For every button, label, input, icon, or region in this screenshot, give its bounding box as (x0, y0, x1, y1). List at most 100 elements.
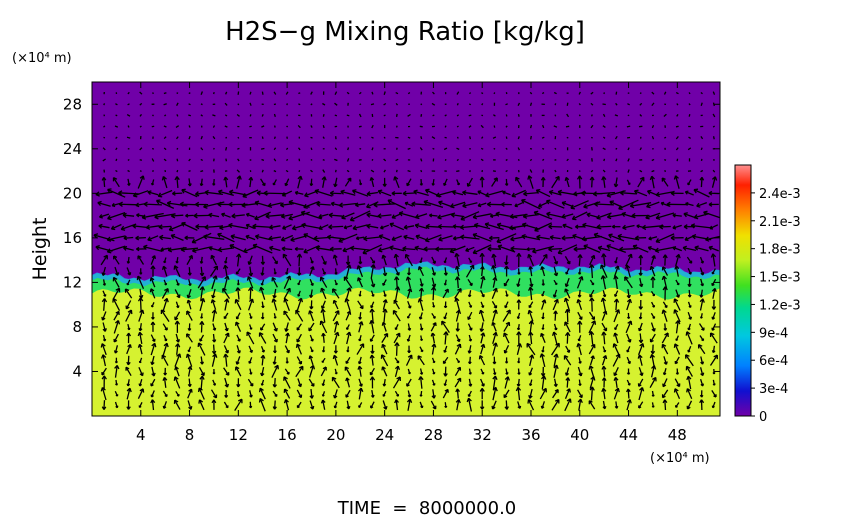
velocity-arrow (638, 367, 644, 377)
colorbar-tick-label: 9e-4 (759, 326, 788, 341)
velocity-arrow (700, 147, 703, 151)
velocity-arrow (162, 297, 169, 312)
velocity-arrow (613, 332, 619, 344)
velocity-arrow (700, 102, 703, 106)
velocity-arrow (551, 398, 560, 411)
velocity-arrow (224, 102, 228, 106)
velocity-arrow (118, 201, 139, 207)
velocity-arrow (310, 159, 313, 161)
velocity-arrow (454, 377, 462, 388)
velocity-arrow (573, 246, 586, 252)
velocity-arrow (329, 246, 342, 252)
velocity-arrow (272, 288, 277, 299)
velocity-arrow (333, 345, 338, 354)
velocity-arrow (389, 222, 405, 231)
velocity-arrow (260, 312, 265, 320)
velocity-arrow (321, 391, 326, 397)
velocity-arrow (700, 169, 704, 173)
velocity-arrow (163, 125, 167, 128)
velocity-arrow (382, 177, 387, 187)
velocity-arrow (561, 200, 574, 208)
velocity-arrow (209, 265, 219, 277)
velocity-arrow (296, 253, 303, 267)
velocity-arrow (371, 147, 374, 151)
velocity-arrow (260, 366, 265, 377)
velocity-arrow (273, 158, 277, 162)
velocity-arrow (321, 346, 326, 353)
velocity-arrow (147, 235, 159, 242)
velocity-arrow (403, 234, 415, 240)
velocity-arrow (444, 125, 447, 128)
velocity-arrow (155, 199, 175, 209)
velocity-arrow (394, 399, 400, 411)
velocity-arrow (675, 335, 679, 342)
velocity-arrow (639, 277, 644, 288)
velocity-arrow (649, 175, 655, 189)
velocity-arrow (223, 312, 229, 320)
velocity-arrow (332, 288, 340, 299)
velocity-arrow (517, 113, 520, 117)
velocity-arrow (394, 357, 400, 364)
velocity-arrow (687, 289, 692, 298)
velocity-arrow (564, 388, 571, 399)
velocity-arrow (150, 179, 155, 186)
velocity-arrow (212, 147, 215, 150)
velocity-arrow (248, 357, 253, 364)
velocity-arrow (686, 375, 692, 390)
velocity-arrow (284, 178, 290, 187)
velocity-arrow (418, 287, 425, 300)
velocity-arrow (137, 331, 143, 345)
velocity-arrow (699, 390, 704, 398)
velocity-arrow (638, 401, 644, 409)
velocity-arrow (345, 324, 350, 330)
velocity-arrow (382, 279, 387, 286)
velocity-arrow (297, 279, 301, 286)
velocity-arrow (467, 345, 472, 354)
velocity-arrow (492, 276, 498, 288)
velocity-arrow (407, 323, 412, 331)
velocity-arrow (709, 224, 719, 230)
velocity-arrow (553, 279, 558, 286)
velocity-arrow (566, 136, 569, 139)
velocity-arrow (676, 103, 679, 106)
velocity-arrow (186, 299, 192, 310)
velocity-arrow (649, 333, 656, 343)
velocity-arrow (310, 147, 313, 151)
velocity-arrow (343, 224, 353, 230)
velocity-arrow (383, 169, 386, 173)
velocity-arrow (175, 257, 179, 264)
velocity-arrow (249, 102, 252, 106)
velocity-arrow (419, 401, 424, 409)
velocity-arrow (419, 278, 424, 287)
velocity-arrow (181, 188, 198, 198)
velocity-arrow (675, 320, 681, 334)
velocity-arrow (310, 91, 313, 95)
velocity-arrow (283, 399, 290, 411)
velocity-arrow (493, 125, 496, 128)
velocity-arrow (371, 124, 374, 129)
velocity-arrow (187, 400, 193, 410)
velocity-arrow (357, 277, 363, 288)
velocity-arrow (309, 279, 314, 287)
velocity-arrow (444, 136, 447, 139)
velocity-arrow (271, 364, 279, 378)
velocity-arrow (237, 136, 240, 139)
velocity-arrow (563, 355, 572, 366)
velocity-arrow (407, 313, 411, 319)
velocity-arrow (162, 390, 168, 398)
velocity-arrow (150, 255, 157, 265)
velocity-arrow (341, 212, 355, 220)
velocity-arrow (101, 311, 107, 321)
velocity-arrow (465, 264, 475, 278)
velocity-arrow (477, 202, 487, 208)
velocity-arrow (223, 401, 229, 409)
velocity-arrow (139, 159, 143, 161)
velocity-arrow (505, 290, 509, 297)
velocity-arrow (322, 102, 326, 106)
velocity-arrow (107, 188, 126, 198)
velocity-arrow (224, 114, 228, 117)
velocity-arrow (283, 287, 291, 300)
velocity-arrow (528, 379, 533, 387)
velocity-arrow (218, 189, 234, 197)
velocity-arrow (273, 147, 277, 151)
